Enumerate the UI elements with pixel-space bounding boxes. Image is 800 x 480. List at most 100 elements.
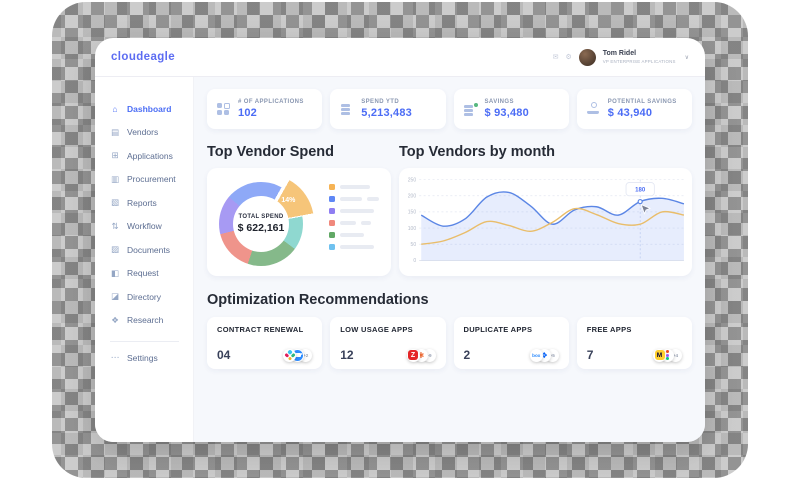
donut-legend: [329, 184, 379, 250]
legend-swatch: [329, 196, 335, 202]
legend-label-placeholder: [339, 208, 374, 213]
mail-icon[interactable]: ✉: [552, 54, 559, 61]
sidebar-item-label: Vendors: [127, 127, 159, 138]
rec-card-low-usage-apps[interactable]: LOW USAGE APPS 12 Z ✱ +9: [330, 317, 446, 369]
app-icon-cluster: box ❖ +5: [529, 348, 559, 362]
legend-swatch: [329, 220, 335, 226]
documents-folder-icon: ▨: [110, 244, 120, 255]
sidebar-item-directory[interactable]: ◪ Directory: [110, 285, 193, 309]
app-icon-cluster: M +4: [653, 348, 682, 362]
tooltip-value: 180: [635, 188, 646, 194]
sidebar: ⌂ Dashboard ▤ Vendors ⊞ Applications ▥ Procurem…: [95, 77, 194, 442]
sidebar-item-dashboard[interactable]: ⌂ Dashboard: [110, 97, 193, 121]
profile-area[interactable]: ✉ ⚙ Tom Ridel VP ENTERPRISE APPLICATIONS…: [552, 48, 689, 66]
sidebar-item-procurement[interactable]: ▥ Procurement: [110, 168, 193, 192]
sidebar-item-label: Directory: [127, 291, 162, 302]
y-tick-label: 100: [408, 226, 417, 232]
gear-icon[interactable]: ⚙: [565, 54, 572, 61]
rec-card-duplicate-apps[interactable]: DUPLICATE APPS 2 box ❖ +5: [453, 317, 569, 369]
legend-swatch: [329, 184, 335, 190]
hand-coin-icon: [586, 102, 601, 116]
total-spend-label: TOTAL SPEND: [238, 214, 284, 220]
legend-item: [329, 196, 379, 202]
stat-card-spend-ytd[interactable]: SPEND YTD 5,213,483: [330, 89, 446, 129]
rec-card-contract-renewal[interactable]: CONTRACT RENEWAL 04 +2: [207, 317, 323, 369]
rec-count: 2: [463, 348, 471, 362]
cursor-pointer-icon: [640, 203, 652, 215]
sidebar-item-label: Dashboard: [127, 103, 172, 114]
settings-dots-icon: ⋯: [110, 352, 120, 363]
sidebar-item-workflow[interactable]: ⇅ Workflow: [110, 215, 193, 239]
donut-chart[interactable]: 14% TOTAL SPEND $ 622,161: [217, 174, 314, 270]
stat-card-potential-savings[interactable]: POTENTIAL SAVINGS $ 43,940: [576, 89, 692, 129]
legend-item: [329, 244, 379, 250]
sidebar-item-label: Documents: [127, 244, 170, 255]
rec-title: DUPLICATE APPS: [463, 325, 533, 334]
legend-item: [329, 184, 379, 190]
app-icon-cluster: +2: [283, 348, 313, 362]
sidebar-divider: [110, 341, 179, 342]
optimization-recommendations-title: Optimization Recommendations: [207, 292, 429, 308]
window-body: ⌂ Dashboard ▤ Vendors ⊞ Applications ▥ Procurem…: [95, 77, 705, 442]
legend-swatch: [329, 208, 335, 214]
avatar[interactable]: [578, 48, 596, 66]
sidebar-item-documents[interactable]: ▨ Documents: [110, 238, 193, 262]
sidebar-item-settings[interactable]: ⋯ Settings: [110, 346, 193, 370]
stats-row: # OF APPLICATIONS 102 SPEND YTD 5,213,483 SA…: [207, 89, 692, 129]
sidebar-item-vendors[interactable]: ▤ Vendors: [110, 121, 193, 145]
procurement-icon: ▥: [110, 173, 120, 184]
legend-label-placeholder: [339, 220, 356, 225]
vendors-by-month-chart-card[interactable]: 0 50 100 150 200 250 180: [399, 168, 692, 276]
main-content: # OF APPLICATIONS 102 SPEND YTD 5,213,483 SA…: [194, 77, 705, 442]
sidebar-item-label: Workflow: [127, 221, 162, 232]
workflow-arrows-icon: ⇅: [111, 220, 119, 231]
legend-item: [329, 208, 379, 214]
tooltip-point: [637, 198, 643, 205]
y-tick-label: 250: [408, 177, 417, 183]
sidebar-item-reports[interactable]: ▧ Reports: [110, 191, 193, 215]
app-icon-cluster: Z ✱ +9: [406, 348, 436, 362]
stat-card--of-applications[interactable]: # OF APPLICATIONS 102: [207, 89, 323, 129]
sidebar-item-research[interactable]: ❖ Research: [110, 309, 193, 333]
series-yellow-line: [421, 207, 685, 245]
vendors-icon: ▤: [110, 126, 120, 137]
sidebar-item-label: Procurement: [127, 174, 176, 185]
legend-item: [329, 220, 379, 226]
y-tick-label: 50: [411, 242, 417, 248]
sidebar-item-label: Applications: [127, 150, 173, 161]
chevron-down-icon[interactable]: ∨: [684, 54, 689, 61]
vendor-spend-donut-card[interactable]: 14% TOTAL SPEND $ 622,161: [207, 168, 391, 276]
stat-label: SAVINGS: [484, 99, 514, 105]
series-blue-area: [421, 191, 684, 261]
line-chart-svg[interactable]: 0 50 100 150 200 250 180: [401, 170, 690, 274]
dashboard-window: cloudeagle ✉ ⚙ Tom Ridel VP ENTERPRISE A…: [95, 38, 705, 442]
sidebar-nav: ⌂ Dashboard ▤ Vendors ⊞ Applications ▥ Procurem…: [110, 97, 193, 332]
chart-titles-row: Top Vendor Spend Top Vendors by month: [207, 144, 692, 160]
directory-icon: ◪: [110, 291, 120, 302]
sidebar-item-request[interactable]: ◧ Request: [110, 262, 193, 286]
stat-value: $ 93,480: [484, 107, 529, 119]
legend-label-placeholder: [366, 196, 379, 201]
stat-value: 102: [238, 107, 257, 119]
stat-card-savings[interactable]: SAVINGS $ 93,480: [453, 89, 569, 129]
user-name: Tom Ridel: [602, 50, 637, 58]
rec-title: LOW USAGE APPS: [340, 325, 413, 334]
home-icon: ⌂: [112, 103, 118, 114]
miro-icon: M: [653, 348, 666, 362]
charts-row: 14% TOTAL SPEND $ 622,161 0 50 100 150 200 25…: [207, 168, 692, 276]
slack-icon: [283, 348, 297, 362]
y-tick-label: 200: [408, 194, 417, 200]
rec-count: 04: [217, 348, 231, 362]
top-header: cloudeagle ✉ ⚙ Tom Ridel VP ENTERPRISE A…: [95, 38, 705, 77]
stat-label: POTENTIAL SAVINGS: [607, 99, 677, 105]
rec-count: 12: [340, 348, 354, 362]
applications-grid-icon: ⊞: [111, 150, 119, 161]
legend-label-placeholder: [339, 244, 374, 249]
y-tick-label: 150: [408, 210, 417, 216]
top-vendors-by-month-title: Top Vendors by month: [399, 144, 556, 160]
rec-card-free-apps[interactable]: FREE APPS 7 M +4: [576, 317, 692, 369]
sidebar-item-applications[interactable]: ⊞ Applications: [110, 144, 193, 168]
box-icon: box: [529, 348, 543, 362]
rec-title: CONTRACT RENEWAL: [217, 325, 304, 334]
user-role: VP ENTERPRISE APPLICATIONS: [602, 58, 676, 64]
